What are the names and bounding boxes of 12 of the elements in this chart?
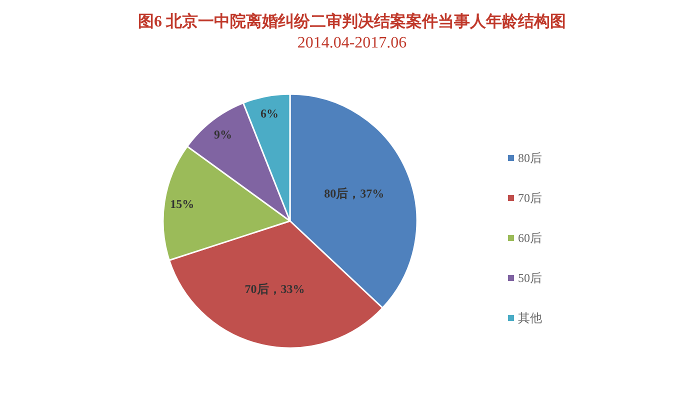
chart-subtitle: 2014.04-2017.06 xyxy=(297,34,407,52)
legend-label: 其他 xyxy=(518,311,542,325)
legend-label: 60后 xyxy=(518,231,542,245)
legend-label: 80后 xyxy=(518,151,542,165)
data-label: 6% xyxy=(260,106,279,121)
data-label: 9% xyxy=(214,128,232,142)
data-label: 70后，33% xyxy=(244,282,305,296)
legend-label: 70后 xyxy=(518,191,542,205)
data-label: 15% xyxy=(170,196,194,211)
legend-label: 50后 xyxy=(518,271,542,285)
data-label: 80后，37% xyxy=(324,186,384,200)
chart-title: 图6 北京一中院离婚纠纷二审判决结案案件当事人年龄结构图 xyxy=(138,12,566,30)
